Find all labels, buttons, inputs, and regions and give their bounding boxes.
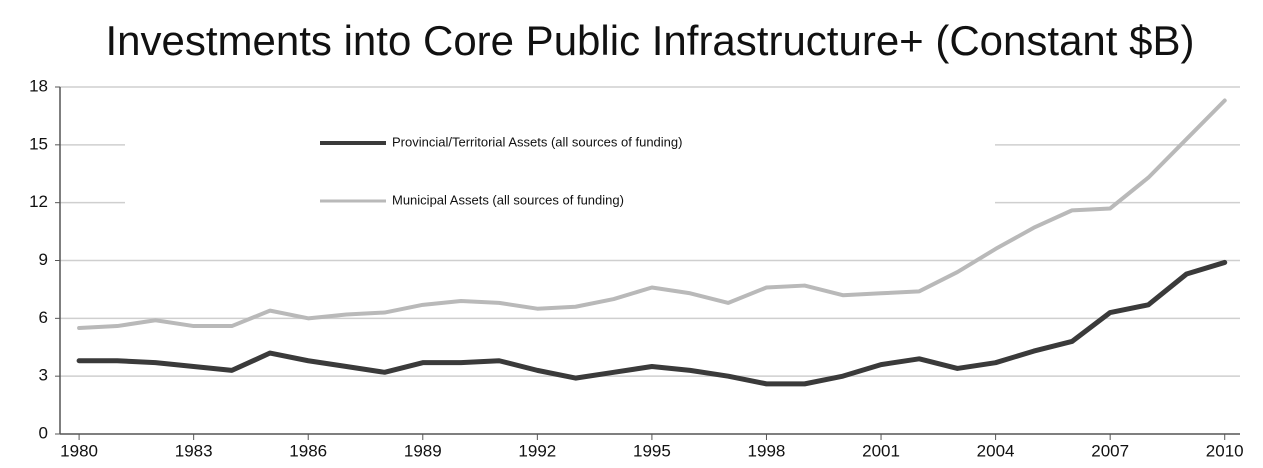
- x-tick-label: 1995: [633, 441, 671, 460]
- x-tick-label: 2007: [1091, 441, 1129, 460]
- x-tick-label: 2004: [977, 441, 1015, 460]
- legend-label: Provincial/Territorial Assets (all sourc…: [392, 134, 682, 149]
- x-tick-label: 2010: [1206, 441, 1244, 460]
- x-tick-label: 1986: [289, 441, 327, 460]
- y-tick-label: 0: [39, 423, 48, 442]
- y-tick-label: 18: [29, 76, 48, 95]
- y-tick-label: 12: [29, 192, 48, 211]
- x-tick-label: 1980: [60, 441, 98, 460]
- series-line: [77, 98, 1227, 330]
- x-tick-label: 1989: [404, 441, 442, 460]
- y-tick-label: 9: [39, 250, 48, 269]
- legend-box: [125, 122, 995, 222]
- y-tick-label: 15: [29, 134, 48, 153]
- chart-title: Investments into Core Public Infrastruct…: [106, 17, 1195, 64]
- x-tick-label: 1998: [748, 441, 786, 460]
- legend-label: Municipal Assets (all sources of funding…: [392, 192, 624, 207]
- x-tick-label: 1983: [175, 441, 213, 460]
- series-line: [76, 259, 1228, 387]
- y-tick-label: 3: [39, 366, 48, 385]
- x-tick-label: 2001: [862, 441, 900, 460]
- x-tick-label: 1992: [518, 441, 556, 460]
- y-tick-label: 6: [39, 308, 48, 327]
